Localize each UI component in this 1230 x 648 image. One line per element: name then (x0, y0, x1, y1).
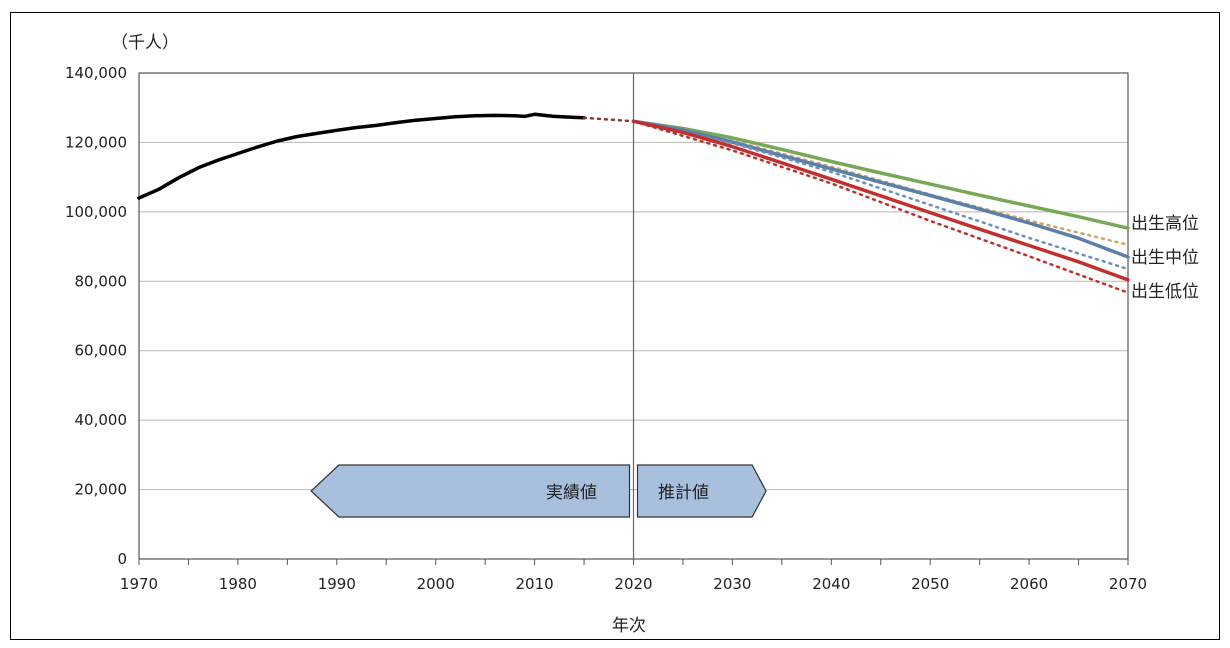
y-tick-label: 140,000 (65, 64, 127, 82)
series-line-0 (137, 112, 586, 200)
y-axis-label: （千人） (111, 33, 179, 53)
x-axis-label: 年次 (612, 616, 646, 636)
series-end-label: 出生高位 (1131, 214, 1199, 234)
x-tick-label: 2000 (417, 575, 455, 593)
actual-values-label: 実績値 (546, 483, 597, 503)
projected-values-label: 推計値 (658, 483, 709, 503)
x-tick-label: 2030 (713, 575, 751, 593)
x-tick-label: 2060 (1010, 575, 1048, 593)
series-line-4 (631, 119, 1130, 259)
x-tick-label: 1990 (318, 575, 356, 593)
dotted-series-line-1 (582, 116, 635, 123)
dotted-series-line-7 (632, 120, 1130, 294)
population-line-chart: 0 20,000 40,000 60,000 80,000 100,000 120,000 1… (65, 33, 1199, 636)
y-tick-label: 60,000 (75, 342, 128, 360)
x-tick-label: 2010 (516, 575, 554, 593)
series-end-label: 出生中位 (1131, 248, 1199, 268)
x-tick-label: 2050 (911, 575, 949, 593)
y-tick-label: 80,000 (75, 272, 128, 290)
x-tick-label: 2040 (812, 575, 850, 593)
y-tick-label: 20,000 (75, 481, 128, 499)
chart-frame: 0 20,000 40,000 60,000 80,000 100,000 120,000 1… (10, 12, 1220, 640)
projected-values-arrow (636, 464, 767, 518)
y-tick-label: 100,000 (65, 203, 127, 221)
y-tick-label: 40,000 (75, 411, 128, 429)
x-tick-label: 2070 (1109, 575, 1147, 593)
y-tick-label: 0 (117, 550, 127, 568)
arrow-labels: 実績値 推計値 (310, 464, 767, 518)
series-line-6 (631, 119, 1130, 282)
x-tick-label: 2020 (614, 575, 652, 593)
y-tick-label: 120,000 (65, 133, 127, 151)
dotted-series-line-5 (632, 120, 1130, 271)
series-group (137, 112, 1130, 294)
y-axis-ticks: 0 20,000 40,000 60,000 80,000 100,000 120,000 1… (65, 64, 127, 568)
actual-values-arrow (310, 464, 631, 518)
x-axis-ticks: 1970 1980 1990 2000 2010 2020 2030 2040 2050 2060… (120, 559, 1147, 593)
series-end-label: 出生低位 (1131, 282, 1199, 302)
x-tick-label: 1970 (120, 575, 158, 593)
series-line-2 (631, 119, 1130, 230)
x-tick-label: 1980 (219, 575, 257, 593)
